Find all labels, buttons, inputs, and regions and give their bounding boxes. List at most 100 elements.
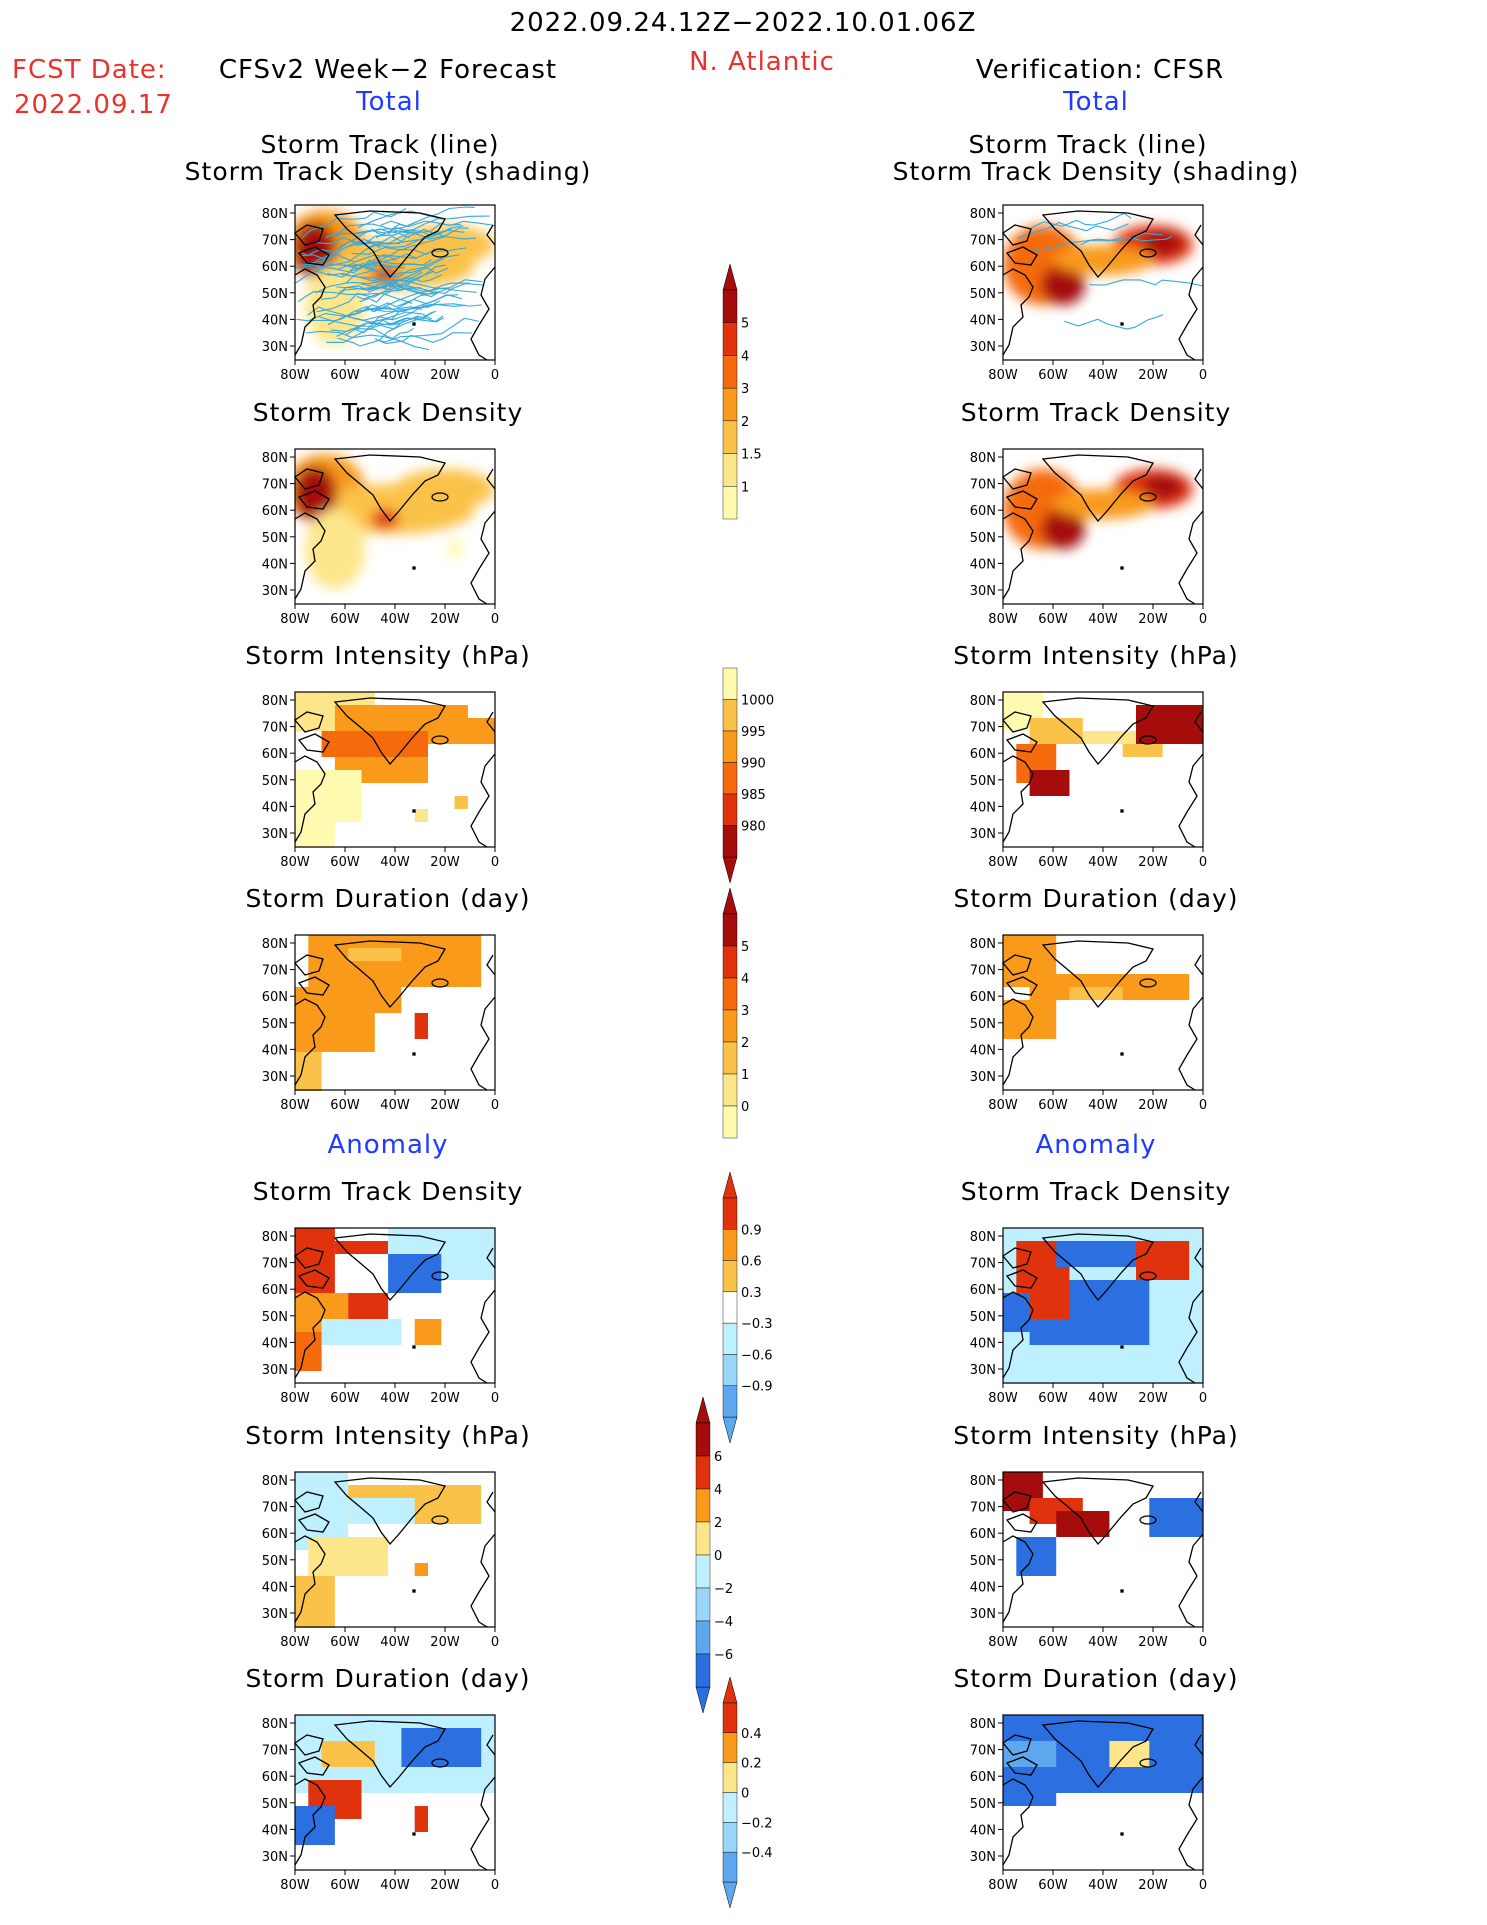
grid-cell [388, 1254, 442, 1293]
storm-track-line [336, 327, 414, 340]
lat-tick-label: 50N [262, 774, 288, 789]
colorbar-label: −4 [714, 1615, 733, 1630]
coastline [1002, 454, 1204, 605]
colorbar-label: 2 [714, 1516, 722, 1531]
lon-tick-label: 60W [1038, 612, 1068, 627]
coastline [1002, 697, 1204, 848]
lon-tick-label: 0 [1199, 368, 1207, 383]
storm-track-line [337, 254, 460, 270]
left-column-title: CFSv2 Week−2 Forecast [218, 55, 558, 85]
coastline [294, 940, 496, 1091]
lon-tick-label: 20W [430, 1098, 460, 1113]
colorbar-label: 2 [741, 415, 749, 430]
lat-tick-label: 70N [262, 234, 288, 249]
region-label: N. Atlantic [689, 47, 835, 77]
lat-tick-label: 60N [262, 1770, 288, 1785]
colorbar-swatch [722, 1851, 738, 1883]
lon-tick-label: 20W [1138, 1391, 1168, 1406]
density-shade [1143, 231, 1183, 255]
lon-tick-label: 20W [430, 1391, 460, 1406]
storm-track-line [305, 235, 402, 268]
lat-tick-label: 40N [262, 800, 288, 815]
colorbar-swatch [722, 355, 738, 389]
lon-tick-label: 60W [330, 1878, 360, 1893]
grid-cell [1149, 1498, 1203, 1537]
lat-tick-label: 40N [970, 313, 996, 328]
storm-track-line [376, 294, 463, 322]
lon-tick-label: 80W [280, 612, 310, 627]
colorbar-swatch [722, 793, 738, 826]
lat-tick-label: 80N [262, 937, 288, 952]
grid-cell [414, 1319, 442, 1345]
lon-tick-label: 40W [380, 855, 410, 870]
lon-tick-label: 40W [380, 368, 410, 383]
colorbar-label: 0.6 [741, 1255, 762, 1270]
colorbar-label: 980 [741, 820, 766, 835]
right-anom-duration-title: Storm Duration (day) [953, 1664, 1239, 1693]
lat-tick-label: 80N [262, 207, 288, 222]
grid-cell [1003, 1358, 1163, 1384]
colorbar-swatch [722, 486, 738, 520]
right-anomaly-label: Anomaly [1035, 1130, 1157, 1160]
grid-cell [414, 1563, 428, 1576]
lat-tick-label: 60N [262, 1283, 288, 1298]
lon-tick-label: 80W [988, 1878, 1018, 1893]
lat-tick-label: 40N [262, 1823, 288, 1838]
colorbar-swatch [722, 1322, 738, 1355]
colorbar-swatch [695, 1422, 711, 1457]
lat-tick-label: 50N [970, 1310, 996, 1325]
lon-tick-label: 40W [1088, 368, 1118, 383]
right-density-title: Storm Track Density [960, 398, 1232, 427]
lon-tick-label: 0 [491, 1391, 499, 1406]
map-left-duration: 80N 70N 60N 50N 40N 30N 80W 60W 40W 20W 0 [262, 934, 499, 1113]
lat-tick-label: 30N [970, 1363, 996, 1378]
colorbar-label: 990 [741, 757, 766, 772]
colorbar-swatch [722, 1792, 738, 1823]
lon-tick-label: 40W [380, 1098, 410, 1113]
colorbar-label: −6 [714, 1648, 733, 1663]
colorbar-label: 995 [741, 725, 766, 740]
map-left-track-density: 80N 70N 60N 50N 40N 30N 80W 60W 40W 20W 0 [262, 204, 499, 383]
map-left-density: 80N 70N 60N 50N 40N 30N 80W 60W 40W 20W 0 [262, 448, 499, 627]
map-right-density: 80N 70N 60N 50N 40N 30N 80W 60W 40W 20W 0 [970, 448, 1207, 627]
storm-track-line [301, 207, 407, 239]
lat-tick-label: 60N [262, 990, 288, 1005]
grid-cell [1003, 1793, 1057, 1806]
lon-tick-label: 80W [280, 1391, 310, 1406]
lat-tick-label: 40N [970, 557, 996, 572]
lat-tick-label: 50N [262, 287, 288, 302]
grid-cell [1029, 1267, 1070, 1319]
colorbar-swatch [722, 1073, 738, 1107]
colorbar-label: 6 [714, 1450, 722, 1465]
grid-cell [321, 1741, 375, 1767]
colorbar-label: −0.3 [741, 1317, 773, 1332]
coastline [294, 1477, 496, 1628]
colorbar-swatch [722, 1105, 738, 1139]
lon-tick-label: 40W [380, 1391, 410, 1406]
lat-tick-label: 50N [970, 287, 996, 302]
storm-track-line [1064, 314, 1164, 330]
right-intensity-title: Storm Intensity (hPa) [953, 641, 1239, 670]
lat-tick-label: 30N [262, 1363, 288, 1378]
lon-tick-label: 80W [988, 1098, 1018, 1113]
grid-cell [1082, 731, 1150, 744]
colorbar-swatch [722, 387, 738, 422]
colorbar-swatch [722, 1229, 738, 1261]
lon-tick-label: 60W [1038, 368, 1068, 383]
lon-tick-label: 40W [380, 1878, 410, 1893]
lat-tick-label: 70N [970, 234, 996, 249]
lon-tick-label: 0 [1199, 1878, 1207, 1893]
colorbar-swatch [722, 1822, 738, 1853]
colorbar-swatch [722, 1197, 738, 1230]
lon-tick-label: 20W [430, 1878, 460, 1893]
colorbar-swatch [722, 945, 738, 979]
lon-tick-label: 40W [1088, 1391, 1118, 1406]
storm-track-line [371, 226, 465, 237]
lat-tick-label: 60N [970, 1770, 996, 1785]
colorbar-swatch [722, 730, 738, 763]
lon-tick-label: 0 [1199, 1635, 1207, 1650]
lon-tick-label: 20W [1138, 855, 1168, 870]
lon-tick-label: 0 [1199, 1098, 1207, 1113]
colorbar-swatch [722, 1762, 738, 1793]
lon-tick-label: 60W [1038, 1635, 1068, 1650]
